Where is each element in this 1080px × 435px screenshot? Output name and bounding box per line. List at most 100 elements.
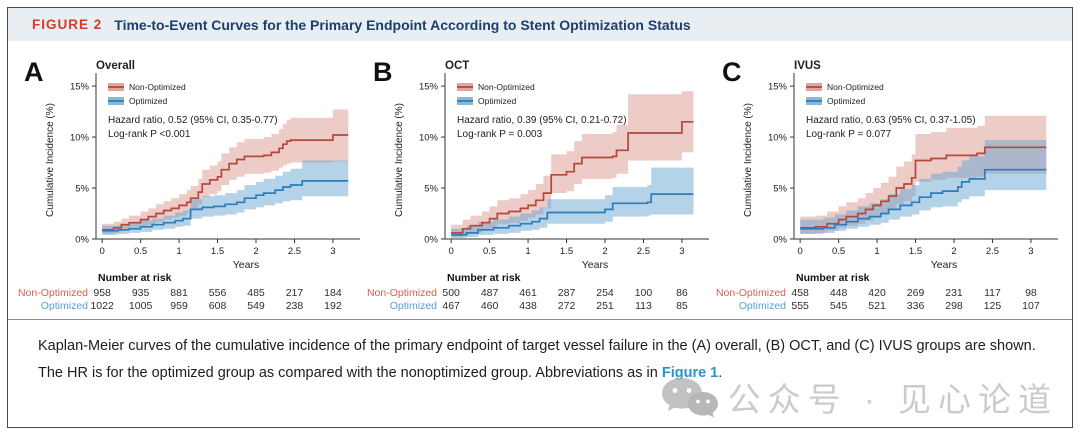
risk-value: 487: [480, 287, 499, 299]
x-tick-label: 1.5: [211, 246, 224, 257]
x-tick-label: 2: [951, 246, 956, 257]
x-tick-label: 3: [330, 246, 335, 257]
legend-label: Optimized: [478, 96, 517, 106]
y-tick-label: 5%: [424, 184, 438, 195]
risk-value: 521: [868, 300, 886, 312]
risk-value: 420: [868, 287, 886, 299]
panel-letter-c: C: [722, 57, 742, 87]
figure-title: Time-to-Event Curves for the Primary End…: [114, 16, 691, 33]
panel-oct: B 0 0.5 1 1.5 2 2.5 3 0% 5% 10% 15% Years Cumulative…: [367, 45, 716, 319]
legend-label: Optimized: [827, 96, 866, 106]
legend-label: Non-Optimized: [827, 82, 884, 92]
number-at-risk-table-ivus: Number at risk Non-Optimized 458 448 420 269 2…: [716, 271, 1062, 319]
risk-value: 336: [906, 300, 925, 312]
charts-row: A 0 0.5 1 1.5 2 2.5 3 0% 5% 10% 15% Years Cumulative…: [8, 41, 1072, 319]
x-tick-label: 1.5: [909, 246, 922, 257]
panel-ivus: C 0 0.5 1 1.5 2 2.5 3 0% 5% 10% 15% Years Cumulative…: [716, 45, 1065, 319]
x-axis-title: Years: [582, 259, 608, 271]
log-rank-text: Log-rank P = 0.077: [806, 129, 892, 140]
km-curve-optimized: [451, 193, 694, 236]
x-tick-label: 3: [679, 246, 684, 257]
x-tick-label: 1.5: [560, 246, 573, 257]
risk-value: 1022: [90, 300, 114, 312]
risk-value: 231: [945, 287, 963, 299]
y-tick-label: 0%: [75, 235, 89, 246]
x-tick-label: 0: [449, 246, 454, 257]
risk-value: 287: [557, 287, 576, 299]
x-tick-label: 3: [1028, 246, 1033, 257]
x-tick-label: 2: [253, 246, 258, 257]
km-curve-non-optimized: [800, 146, 1047, 229]
y-axis-title: Cumulative Incidence (%): [394, 103, 405, 217]
risk-value: 1005: [128, 300, 153, 312]
risk-value: 608: [208, 300, 227, 312]
risk-value: 217: [285, 287, 304, 299]
risk-value: 107: [1022, 300, 1040, 312]
x-tick-label: 1: [525, 246, 530, 257]
risk-row-label-optimized: Optimized: [738, 300, 786, 312]
x-tick-label: 1: [874, 246, 879, 257]
x-tick-label: 2.5: [637, 246, 650, 257]
figure-1-link[interactable]: Figure 1: [661, 364, 719, 381]
y-tick-label: 10%: [768, 133, 788, 144]
panel-letter-a: A: [24, 57, 44, 87]
legend-label: Optimized: [129, 96, 168, 106]
km-chart-overall: 0 0.5 1 1.5 2 2.5 3 0% 5% 10% 15% Years Cumulative I…: [45, 60, 360, 271]
figure-panel: FIGURE 2 Time-to-Event Curves for the Pr…: [7, 7, 1073, 428]
risk-value: 85: [676, 300, 688, 312]
x-axis-title: Years: [233, 259, 259, 271]
panel-title: IVUS: [794, 60, 821, 72]
km-curve-non-optimized: [102, 134, 349, 231]
risk-value: 467: [442, 300, 460, 312]
x-tick-label: 0.5: [134, 246, 147, 257]
x-tick-label: 0: [798, 246, 803, 257]
km-curve-optimized: [800, 168, 1047, 230]
risk-row-label-non-optimized: Non-Optimized: [715, 287, 786, 299]
number-at-risk-table-overall: Number at risk Non-Optimized 958 935 881 556 4…: [18, 271, 364, 319]
x-tick-label: 2.5: [986, 246, 999, 257]
x-tick-label: 2: [602, 246, 607, 257]
risk-value: 458: [791, 287, 809, 299]
y-tick-label: 10%: [70, 133, 90, 144]
risk-value: 461: [519, 287, 537, 299]
ci-band-optimized: [451, 167, 694, 238]
y-tick-label: 5%: [75, 184, 89, 195]
risk-value: 192: [324, 300, 342, 312]
ci-band-non-optimized: [800, 115, 1047, 234]
risk-value: 113: [635, 300, 652, 312]
risk-value: 460: [480, 300, 499, 312]
risk-value: 958: [93, 287, 111, 299]
risk-value: 254: [596, 287, 614, 299]
number-at-risk-header: Number at risk: [796, 272, 870, 284]
y-tick-label: 15%: [768, 82, 788, 93]
caption-period: .: [718, 364, 723, 381]
risk-value: 881: [170, 287, 188, 299]
risk-value: 272: [557, 300, 576, 312]
figure-caption: Kaplan-Meier curves of the cumulative in…: [8, 319, 1072, 387]
risk-value: 269: [906, 287, 925, 299]
number-at-risk-table-oct: Number at risk Non-Optimized 500 487 461 287 2…: [367, 271, 713, 319]
risk-value: 448: [829, 287, 848, 299]
x-tick-label: 2.5: [288, 246, 301, 257]
risk-row-label-non-optimized: Non-Optimized: [366, 287, 437, 299]
risk-row-label-non-optimized: Non-Optimized: [17, 287, 88, 299]
legend-label: Non-Optimized: [129, 82, 186, 92]
km-curve-non-optimized: [451, 120, 694, 234]
hazard-ratio-text: Hazard ratio, 0.63 (95% CI, 0.37-1.05): [806, 115, 976, 126]
risk-value: 100: [634, 287, 653, 299]
risk-value: 555: [791, 300, 809, 312]
number-at-risk-header: Number at risk: [98, 272, 172, 284]
ci-band-optimized: [102, 160, 349, 235]
log-rank-text: Log-rank P <0.001: [108, 129, 191, 140]
risk-value: 438: [519, 300, 537, 312]
figure-header: FIGURE 2 Time-to-Event Curves for the Pr…: [8, 8, 1072, 41]
km-chart-ivus: 0 0.5 1 1.5 2 2.5 3 0% 5% 10% 15% Years Cumulative I…: [743, 60, 1058, 271]
panel-title: OCT: [445, 60, 469, 72]
risk-value: 184: [324, 287, 342, 299]
number-at-risk-header: Number at risk: [447, 272, 521, 284]
risk-value: 117: [984, 287, 1001, 299]
x-tick-label: 1: [176, 246, 181, 257]
risk-value: 125: [983, 300, 1002, 312]
km-chart-oct: 0 0.5 1 1.5 2 2.5 3 0% 5% 10% 15% Years Cumulative I…: [394, 60, 709, 271]
hazard-ratio-text: Hazard ratio, 0.39 (95% CI, 0.21-0.72): [457, 115, 627, 126]
